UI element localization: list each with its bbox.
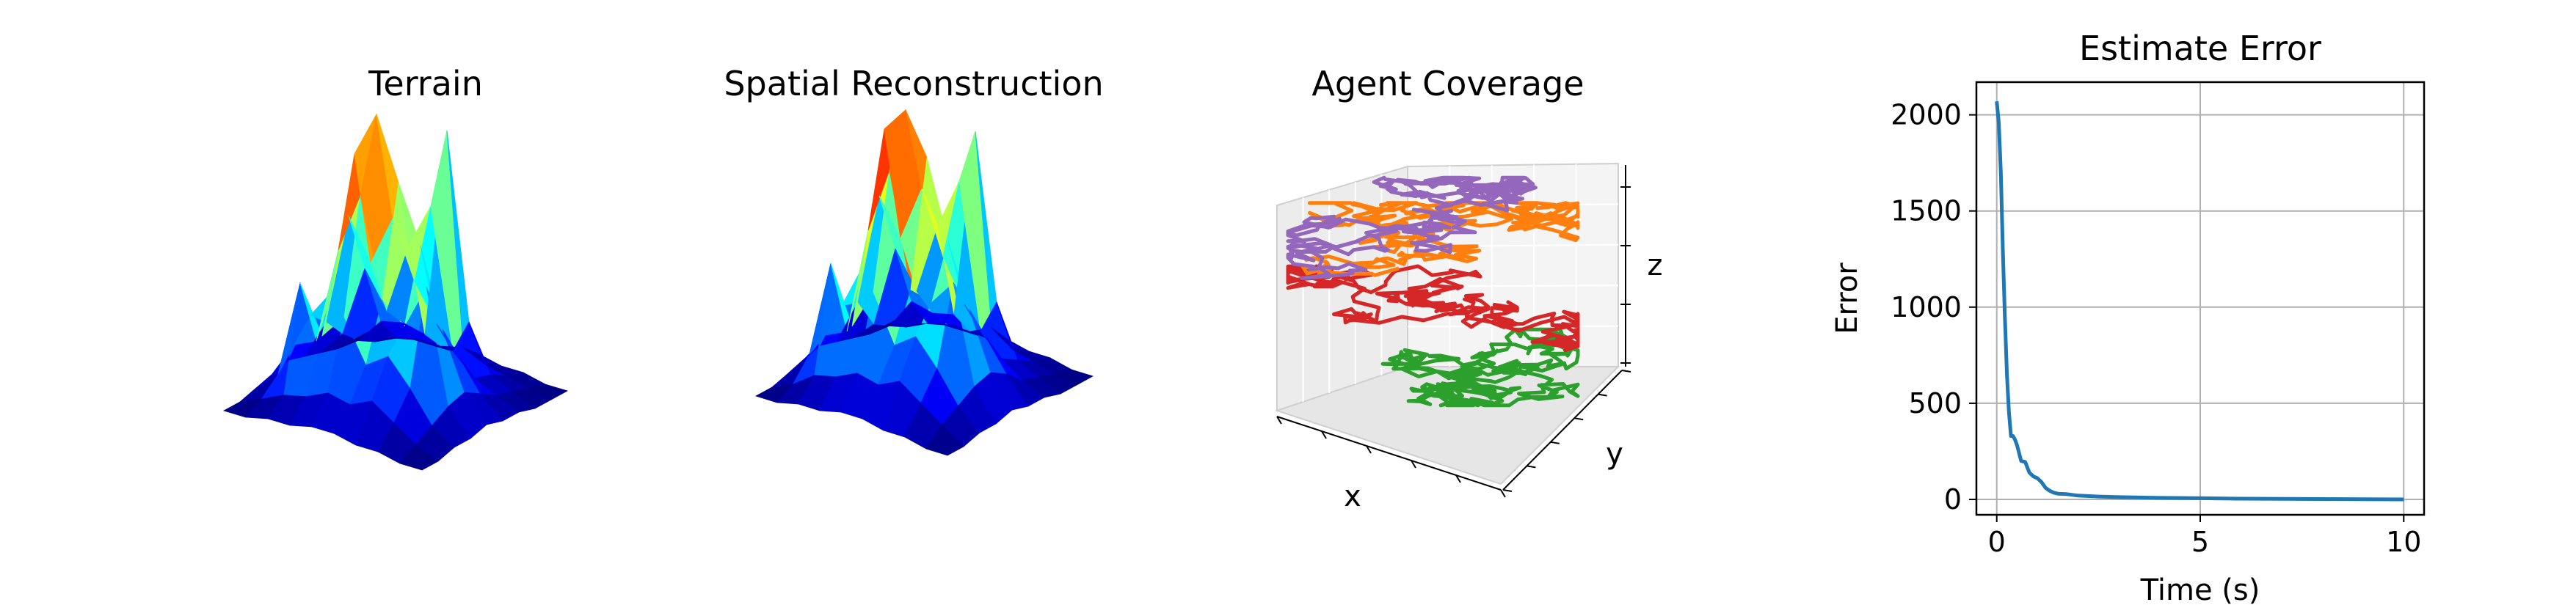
error-grid: [1976, 82, 2424, 515]
y-tick: [1527, 465, 1536, 469]
x-tick: [1276, 416, 1282, 425]
reconstruction-surface: [754, 109, 1094, 456]
coverage-title: Agent Coverage: [1311, 64, 1584, 103]
x-axis-line: [1276, 416, 1502, 491]
x-tick: [1500, 489, 1506, 498]
x-tick-label: 10: [2386, 526, 2421, 558]
y-tick: [1550, 441, 1560, 444]
terrain-surface: [222, 113, 569, 471]
y-tick: [1502, 489, 1513, 492]
x-tick: [1455, 474, 1461, 483]
y-tick-label: 2000: [1891, 99, 1962, 131]
y-tick-label: 1000: [1891, 291, 1962, 323]
x-tick: [1366, 445, 1372, 454]
x-tick: [1411, 460, 1416, 469]
y-tick-label: 1500: [1891, 195, 1962, 227]
y-tick: [1574, 417, 1584, 421]
error-panel: Estimate Error 0 5 10 0 500 1000 1500 2000 Time…: [1830, 29, 2426, 607]
x-tick: [1321, 430, 1327, 439]
coverage-xlabel: x: [1344, 480, 1361, 513]
coverage-panel: Agent Coverage x y z: [1274, 64, 1663, 513]
y-tick-label: 500: [1908, 387, 1962, 419]
coverage-zlabel: z: [1648, 249, 1663, 282]
y-tick-label: 0: [1944, 483, 1962, 516]
error-ylabel: Error: [1830, 263, 1864, 334]
agent-trajectory: [1380, 327, 1580, 408]
y-axis-line: [1502, 370, 1623, 491]
terrain-title: Terrain: [368, 64, 483, 103]
coverage-paths: [1286, 175, 1580, 408]
agent-trajectory: [1286, 264, 1580, 353]
terrain-panel: Terrain: [222, 64, 569, 471]
error-series-line: [1995, 100, 2404, 502]
error-axes-frame: [1975, 81, 2426, 516]
agent-trajectory: [1286, 175, 1538, 280]
surface-face: [1054, 369, 1094, 386]
y-tick: [1621, 370, 1631, 373]
agent-trajectory: [1300, 201, 1580, 277]
error-ticks: 0 5 10 0 500 1000 1500 2000: [1891, 99, 2421, 558]
x-tick-label: 0: [1988, 526, 2006, 558]
error-title: Estimate Error: [2079, 29, 2321, 68]
reconstruction-panel: Spatial Reconstruction: [724, 64, 1104, 456]
x-tick-label: 5: [2191, 526, 2209, 558]
y-tick: [1598, 393, 1607, 397]
coverage-ylabel: y: [1606, 437, 1623, 471]
reconstruction-title: Spatial Reconstruction: [724, 64, 1103, 103]
error-xlabel: Time (s): [2140, 573, 2260, 607]
surface-face: [528, 384, 569, 400]
